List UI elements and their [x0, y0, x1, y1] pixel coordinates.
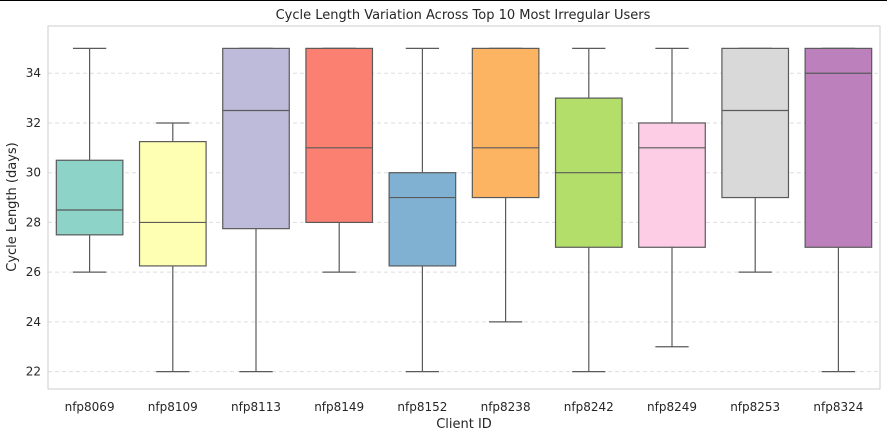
x-tick-label: nfp8149: [314, 400, 364, 414]
chart-title: Cycle Length Variation Across Top 10 Mos…: [276, 8, 651, 23]
box-nfp8152: [388, 47, 457, 373]
box-nfp8113: [222, 47, 290, 373]
y-axis-label: Cycle Length (days): [5, 142, 20, 271]
box-nfp8238: [471, 47, 540, 323]
y-tick-label: 26: [26, 265, 41, 279]
x-tick-label: nfp8109: [148, 400, 198, 414]
x-tick-label: nfp8242: [564, 400, 614, 414]
box-nfp8109: [138, 122, 207, 373]
plot-frame: [47, 25, 881, 390]
box-nfp8324: [804, 47, 873, 373]
y-tick-label: 24: [26, 315, 41, 329]
y-tick-label: 30: [26, 166, 41, 180]
x-tick-label: nfp8152: [397, 400, 447, 414]
x-axis-ticks: nfp8069 nfp8109 nfp8113 nfp8149 nfp8152 nfp82…: [65, 400, 864, 414]
y-tick-label: 22: [26, 365, 41, 379]
box-nfp8253: [721, 47, 790, 273]
x-tick-label: nfp8253: [730, 400, 780, 414]
iqr-box: [222, 47, 290, 230]
x-tick-label: nfp8113: [231, 400, 281, 414]
iqr-box: [55, 159, 124, 236]
boxes-group: [55, 47, 873, 373]
iqr-box: [305, 47, 374, 224]
x-tick-label: nfp8249: [647, 400, 697, 414]
iqr-box: [471, 47, 540, 199]
x-axis-label: Client ID: [436, 417, 492, 432]
box-nfp8069: [55, 47, 124, 273]
x-tick-label: nfp8069: [65, 400, 115, 414]
iqr-box: [721, 47, 790, 199]
y-tick-label: 28: [26, 215, 41, 229]
window-top-border: [0, 0, 887, 1]
iqr-box: [388, 172, 457, 267]
iqr-box: [804, 47, 873, 248]
box-nfp8249: [638, 47, 706, 348]
iqr-box: [638, 122, 706, 248]
iqr-box: [138, 141, 207, 267]
y-axis-ticks: 22 24 26 28 30 32 34: [26, 66, 41, 378]
x-tick-label: nfp8324: [813, 400, 863, 414]
box-nfp8149: [305, 47, 374, 273]
y-tick-label: 34: [26, 66, 41, 80]
box-nfp8242: [554, 47, 623, 373]
x-tick-label: nfp8238: [481, 400, 531, 414]
y-tick-label: 32: [26, 116, 41, 130]
